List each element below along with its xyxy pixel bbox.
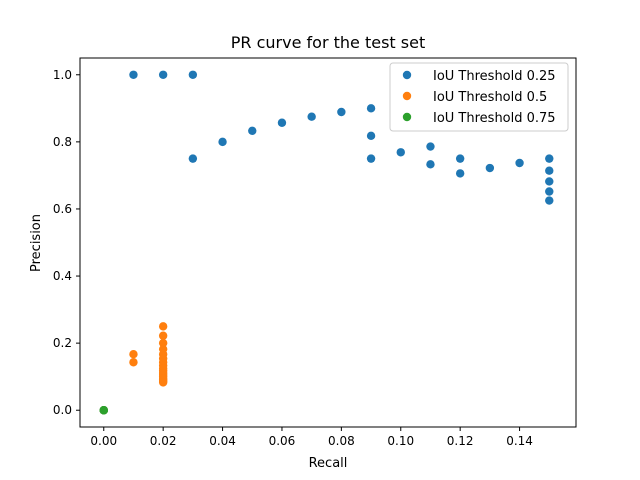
legend-box <box>389 62 569 132</box>
data-point <box>545 154 554 163</box>
data-point <box>366 154 376 163</box>
data-point <box>455 169 465 178</box>
y-tick-label: 0.0 <box>53 403 72 417</box>
y-tick-label: 0.8 <box>53 135 72 149</box>
x-tick-label: 0.02 <box>150 434 177 448</box>
data-point <box>248 126 257 135</box>
data-point <box>545 196 554 205</box>
plot-area: 0.00 0.02 0.04 0.06 0.08 0.10 0.12 0.14 0.0 0.2 0.… <box>53 57 577 448</box>
legend-label: IoU Threshold 0.25 <box>433 69 556 84</box>
data-point <box>426 160 435 169</box>
data-point <box>158 338 168 348</box>
data-point <box>426 142 435 151</box>
series-3 <box>99 406 108 415</box>
data-point <box>515 158 524 168</box>
x-axis-label: Recall <box>309 456 348 471</box>
y-tick-label: 1.0 <box>53 68 72 82</box>
y-axis-label: Precision <box>29 214 44 272</box>
data-point <box>545 166 554 175</box>
y-tick-label: 0.6 <box>53 202 72 216</box>
legend-marker <box>402 91 412 101</box>
data-point <box>545 187 554 196</box>
data-point <box>158 322 168 331</box>
data-point <box>188 70 198 79</box>
x-tick-label: 0.04 <box>209 434 236 448</box>
axes-frame <box>79 57 577 428</box>
data-point <box>277 118 287 127</box>
x-tick-label: 0.08 <box>328 434 355 448</box>
data-point <box>545 177 554 186</box>
x-tick-label: 0.12 <box>447 434 474 448</box>
legend-marker <box>402 70 412 80</box>
data-point <box>455 154 465 163</box>
data-point <box>485 163 495 173</box>
data-point <box>366 131 376 141</box>
data-point <box>218 137 227 147</box>
data-point <box>158 378 168 387</box>
x-tick-label: 0.00 <box>90 434 117 448</box>
data-point <box>337 107 346 117</box>
chart-title: PR curve for the test set <box>231 33 425 52</box>
x-tick-label: 0.06 <box>269 434 296 448</box>
y-tick-label: 0.4 <box>53 269 72 283</box>
legend: IoU Threshold 0.25 IoU Threshold 0.5 IoU T… <box>389 62 569 132</box>
legend-marker <box>402 112 412 122</box>
data-point <box>188 154 198 163</box>
legend-label: IoU Threshold 0.75 <box>433 111 556 126</box>
x-tick-label: 0.14 <box>506 434 533 448</box>
data-point <box>129 358 138 367</box>
legend-label: IoU Threshold 0.5 <box>433 90 547 105</box>
data-point <box>366 104 376 113</box>
data-point <box>129 350 138 359</box>
data-point <box>129 70 138 79</box>
data-point <box>158 331 168 340</box>
data-point <box>396 148 405 157</box>
data-point <box>99 406 108 415</box>
x-tick-label: 0.10 <box>387 434 414 448</box>
data-point <box>158 70 168 79</box>
y-tick-label: 0.2 <box>53 336 72 350</box>
data-point <box>307 112 316 121</box>
series-1 <box>99 70 554 415</box>
